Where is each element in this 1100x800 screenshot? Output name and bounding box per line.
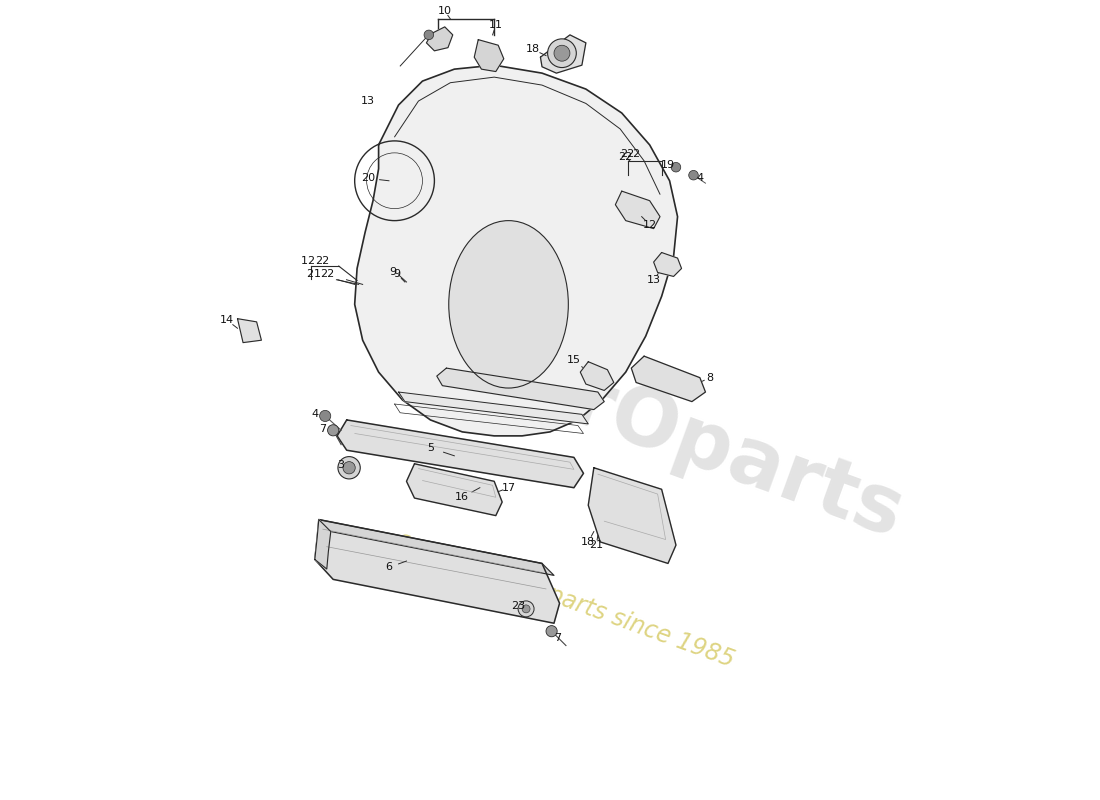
Polygon shape: [631, 356, 705, 402]
Text: 5: 5: [427, 443, 433, 453]
Circle shape: [338, 457, 361, 479]
Polygon shape: [407, 464, 503, 515]
Polygon shape: [427, 27, 453, 51]
Polygon shape: [315, 519, 331, 569]
Polygon shape: [588, 468, 676, 563]
Text: 2: 2: [306, 269, 312, 279]
Text: 22: 22: [618, 152, 632, 162]
Text: 21: 21: [590, 540, 603, 550]
Text: 22: 22: [320, 269, 334, 279]
Polygon shape: [474, 40, 504, 71]
Text: 1: 1: [314, 269, 321, 279]
Text: 1: 1: [301, 256, 308, 266]
Circle shape: [522, 605, 530, 613]
Text: 10: 10: [438, 6, 452, 16]
Text: 13: 13: [647, 275, 661, 286]
Circle shape: [548, 39, 576, 67]
Text: 4: 4: [311, 410, 318, 419]
Text: 9: 9: [389, 267, 396, 278]
Polygon shape: [315, 519, 560, 623]
Polygon shape: [337, 420, 583, 488]
Text: 23: 23: [512, 601, 525, 610]
Text: 12: 12: [642, 220, 657, 230]
Text: 9: 9: [394, 269, 400, 279]
Circle shape: [320, 410, 331, 422]
Polygon shape: [581, 362, 614, 390]
Polygon shape: [238, 318, 262, 342]
Circle shape: [689, 170, 698, 180]
Text: 7: 7: [319, 424, 327, 434]
Text: 3: 3: [337, 460, 344, 470]
Text: 17: 17: [502, 482, 516, 493]
Text: 2: 2: [632, 150, 640, 159]
Polygon shape: [540, 35, 586, 73]
Polygon shape: [398, 392, 588, 424]
Circle shape: [546, 626, 558, 637]
Polygon shape: [354, 65, 678, 436]
Text: 13: 13: [361, 96, 375, 106]
Circle shape: [343, 462, 355, 474]
Text: 2: 2: [307, 256, 315, 266]
Ellipse shape: [449, 221, 569, 388]
Polygon shape: [615, 191, 660, 229]
Text: 15: 15: [566, 355, 581, 365]
Text: 11: 11: [488, 20, 503, 30]
Circle shape: [518, 601, 535, 617]
Circle shape: [671, 162, 681, 172]
Text: 18: 18: [581, 537, 595, 547]
Text: 14: 14: [220, 315, 234, 326]
Text: 8: 8: [706, 373, 713, 382]
Text: 6: 6: [385, 562, 393, 573]
Polygon shape: [653, 253, 682, 277]
Text: 7: 7: [554, 633, 561, 642]
Polygon shape: [437, 368, 604, 410]
Text: 19: 19: [661, 160, 675, 170]
Circle shape: [554, 46, 570, 61]
Text: 4: 4: [696, 174, 703, 183]
Text: 22: 22: [315, 256, 329, 266]
Text: a passion for parts since 1985: a passion for parts since 1985: [394, 527, 738, 672]
Circle shape: [328, 425, 339, 436]
Circle shape: [424, 30, 433, 40]
Text: eurOparts: eurOparts: [456, 325, 914, 555]
Text: 16: 16: [455, 492, 470, 502]
Text: 20: 20: [361, 174, 375, 183]
Polygon shape: [319, 519, 554, 575]
Text: 22: 22: [620, 150, 635, 159]
Text: 18: 18: [526, 44, 539, 54]
